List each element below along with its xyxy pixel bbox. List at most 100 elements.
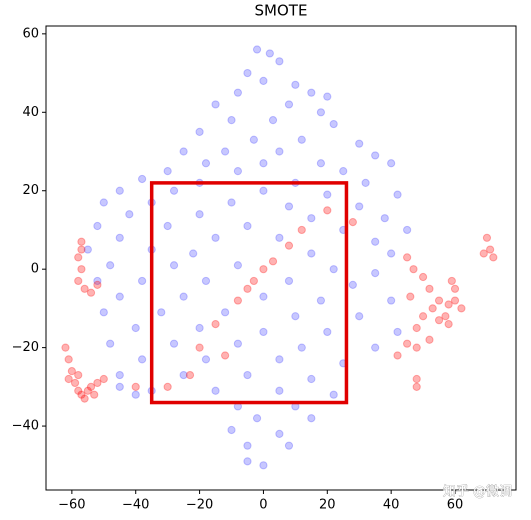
point	[195, 343, 204, 352]
point	[323, 92, 332, 101]
point	[418, 272, 428, 282]
point	[77, 390, 86, 399]
point	[74, 370, 83, 380]
point	[233, 88, 242, 97]
point	[307, 249, 316, 258]
point	[329, 265, 338, 274]
point	[291, 312, 300, 321]
point	[115, 233, 124, 242]
point	[86, 382, 96, 391]
chart-title: SMOTE	[255, 2, 308, 20]
point	[371, 269, 380, 278]
point	[211, 100, 220, 109]
point	[201, 276, 211, 286]
point	[412, 382, 421, 391]
point	[157, 308, 166, 317]
point	[275, 429, 284, 439]
y-tick-label: −40	[12, 419, 39, 434]
point	[259, 327, 268, 337]
point	[74, 276, 83, 286]
point	[355, 312, 364, 321]
point	[169, 261, 179, 270]
point	[444, 300, 453, 309]
point	[275, 233, 284, 242]
y-tick-label: 60	[22, 26, 39, 41]
point	[179, 370, 188, 380]
point	[259, 292, 268, 301]
point	[259, 76, 268, 86]
point	[323, 190, 332, 199]
point	[86, 288, 96, 297]
x-tick-label: 40	[383, 498, 400, 513]
point	[259, 186, 268, 195]
point	[265, 49, 274, 58]
point	[393, 327, 402, 337]
x-tick-label: 20	[319, 498, 336, 513]
point	[243, 221, 252, 231]
plot-frame	[45, 25, 517, 491]
point	[80, 394, 89, 403]
x-tick-label: 0	[259, 498, 267, 513]
point	[259, 265, 268, 274]
point	[387, 159, 396, 168]
point	[189, 249, 198, 258]
point	[93, 276, 102, 286]
point	[211, 233, 220, 242]
point	[268, 116, 278, 125]
point	[297, 225, 306, 235]
point	[185, 370, 195, 380]
point	[115, 370, 124, 380]
point	[434, 296, 444, 305]
y-tick-label: −20	[12, 340, 39, 355]
point	[163, 382, 172, 391]
point	[179, 292, 188, 301]
point	[409, 265, 418, 274]
point	[243, 441, 252, 450]
point	[450, 296, 460, 305]
point	[99, 198, 108, 207]
point	[403, 339, 412, 348]
point	[447, 276, 456, 286]
point	[83, 386, 92, 395]
point	[227, 116, 236, 125]
point	[418, 312, 428, 321]
point	[268, 257, 278, 266]
point	[307, 214, 316, 223]
point	[479, 249, 488, 258]
point	[284, 241, 294, 250]
point	[482, 233, 492, 242]
point	[371, 237, 380, 246]
point	[221, 308, 230, 317]
point	[425, 335, 434, 344]
point	[83, 245, 92, 254]
point	[380, 214, 389, 223]
point	[441, 312, 450, 321]
point	[195, 323, 204, 333]
point	[361, 178, 370, 187]
point	[64, 355, 73, 364]
point	[406, 292, 415, 301]
point	[284, 441, 294, 450]
point	[323, 327, 332, 337]
point	[412, 323, 421, 333]
point	[243, 284, 252, 293]
point	[243, 457, 252, 466]
point	[211, 386, 220, 395]
point	[74, 386, 83, 395]
point	[307, 374, 316, 384]
point	[77, 237, 86, 246]
x-tick-label: −60	[58, 498, 85, 513]
point	[275, 386, 284, 395]
point	[259, 159, 268, 168]
point	[138, 355, 147, 364]
point	[243, 370, 252, 380]
point	[489, 253, 498, 262]
watermark: 知乎 @微调	[443, 484, 512, 500]
point	[243, 68, 252, 78]
point	[275, 355, 284, 364]
point	[297, 343, 306, 352]
point	[201, 159, 211, 168]
point	[329, 390, 338, 399]
point	[284, 276, 294, 286]
